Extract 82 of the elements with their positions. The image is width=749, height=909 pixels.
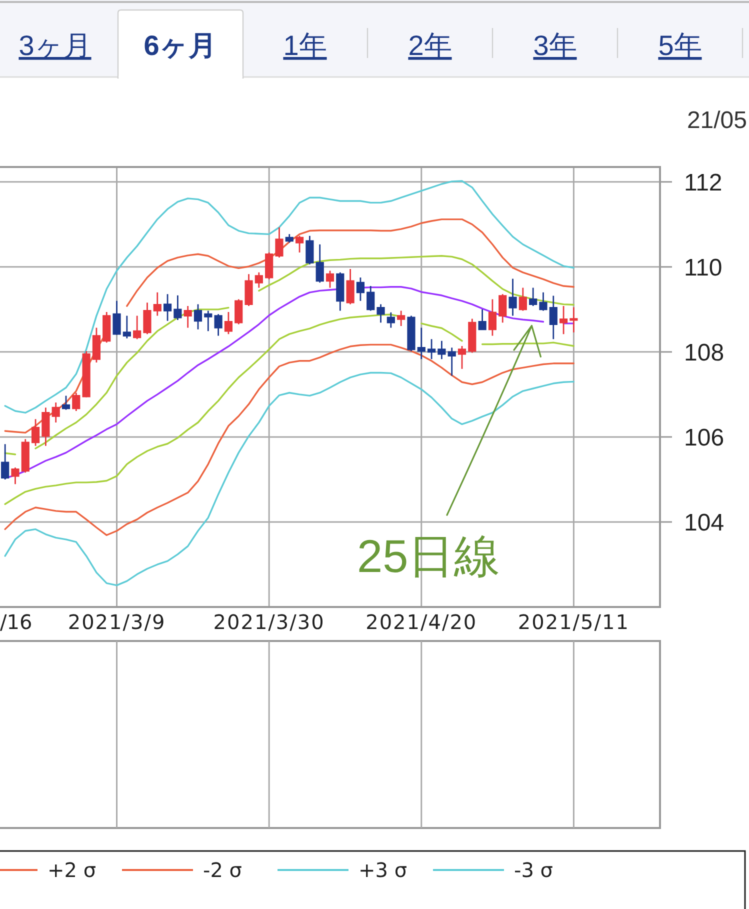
- candlestick: [214, 313, 222, 336]
- candlestick: [518, 287, 527, 312]
- candlestick: [133, 315, 142, 340]
- x-tick-label: 2021/3/30: [213, 610, 325, 634]
- y-tick-label: 108: [684, 339, 724, 366]
- text: 6ヶ月: [144, 30, 216, 61]
- x-tick-label: 2021/5/11: [518, 610, 630, 634]
- candlestick: [112, 300, 121, 336]
- candlestick: [143, 302, 152, 335]
- candlestick: [458, 345, 466, 370]
- candlestick: [376, 304, 385, 324]
- text: 3年: [533, 30, 577, 61]
- candlestick: [224, 311, 233, 335]
- candlestick: [488, 298, 497, 336]
- candlestick: [346, 268, 354, 306]
- legend-label: -3 σ: [514, 858, 554, 882]
- candlestick: [163, 293, 172, 322]
- text: 5年: [658, 30, 702, 61]
- candlestick: [529, 287, 538, 307]
- line-series: [4, 344, 575, 536]
- candlestick: [570, 306, 578, 334]
- candlestick: [254, 272, 263, 288]
- text: 3ヶ月: [18, 30, 92, 61]
- candlestick: [316, 244, 324, 284]
- candlestick: [102, 311, 111, 344]
- candlestick: [194, 304, 202, 330]
- candlestick: [539, 292, 548, 312]
- candlestick: [356, 276, 365, 302]
- candlestick: [122, 315, 131, 340]
- candlestick: [386, 312, 395, 328]
- candlestick: [549, 295, 558, 340]
- candlestick: [478, 308, 486, 331]
- candlestick: [204, 310, 212, 332]
- candlestick: [92, 327, 101, 364]
- candlestick: [153, 292, 162, 316]
- candlestick: [285, 233, 294, 244]
- y-tick-label: 106: [684, 424, 724, 452]
- candlestick: [72, 392, 80, 412]
- annotation: 25日線: [357, 530, 500, 582]
- candlestick: [244, 273, 253, 307]
- text: 1年: [283, 30, 327, 61]
- text: /16: [0, 610, 32, 634]
- candlestick: [306, 235, 314, 266]
- candlestick: [11, 466, 20, 485]
- candlestick: [31, 418, 40, 447]
- text: 21/05: [686, 107, 747, 134]
- legend-label: +2 σ: [48, 858, 96, 882]
- y-tick-label: 104: [684, 509, 724, 536]
- candlestick: [508, 278, 517, 316]
- candlestick: [559, 305, 568, 335]
- legend-label: +3 σ: [358, 858, 408, 882]
- candlestick: [326, 270, 334, 288]
- candlestick: [498, 293, 507, 324]
- candlestick: [427, 338, 436, 360]
- candlestick: [42, 406, 50, 447]
- candlestick: [417, 327, 426, 360]
- candlestick: [397, 310, 406, 327]
- candlestick: [21, 438, 30, 474]
- candlestick: [52, 402, 60, 424]
- candlestick: [62, 395, 70, 410]
- text: 2年: [408, 30, 452, 61]
- candlestick: [366, 285, 375, 312]
- y-tick-label: 112: [684, 169, 722, 196]
- legend-label: -2 σ: [203, 858, 242, 882]
- y-tick-label: 110: [684, 254, 722, 282]
- candlestick: [265, 252, 274, 280]
- candlestick: [234, 298, 243, 325]
- candlestick: [184, 305, 192, 328]
- candlestick: [275, 226, 284, 258]
- candlestick: [82, 350, 90, 398]
- line-series: [4, 180, 575, 414]
- candlestick: [438, 340, 446, 360]
- x-tick-label: 2021/3/9: [68, 610, 166, 634]
- candlestick: [1, 443, 10, 480]
- candlestick: [448, 346, 456, 376]
- candlestick: [468, 318, 476, 354]
- line-series: [4, 372, 575, 586]
- candlestick: [295, 235, 304, 254]
- candlestick: [174, 294, 182, 321]
- candlestick: [336, 272, 344, 312]
- candlestick: [407, 315, 416, 352]
- x-tick-label: 2021/4/20: [366, 610, 478, 634]
